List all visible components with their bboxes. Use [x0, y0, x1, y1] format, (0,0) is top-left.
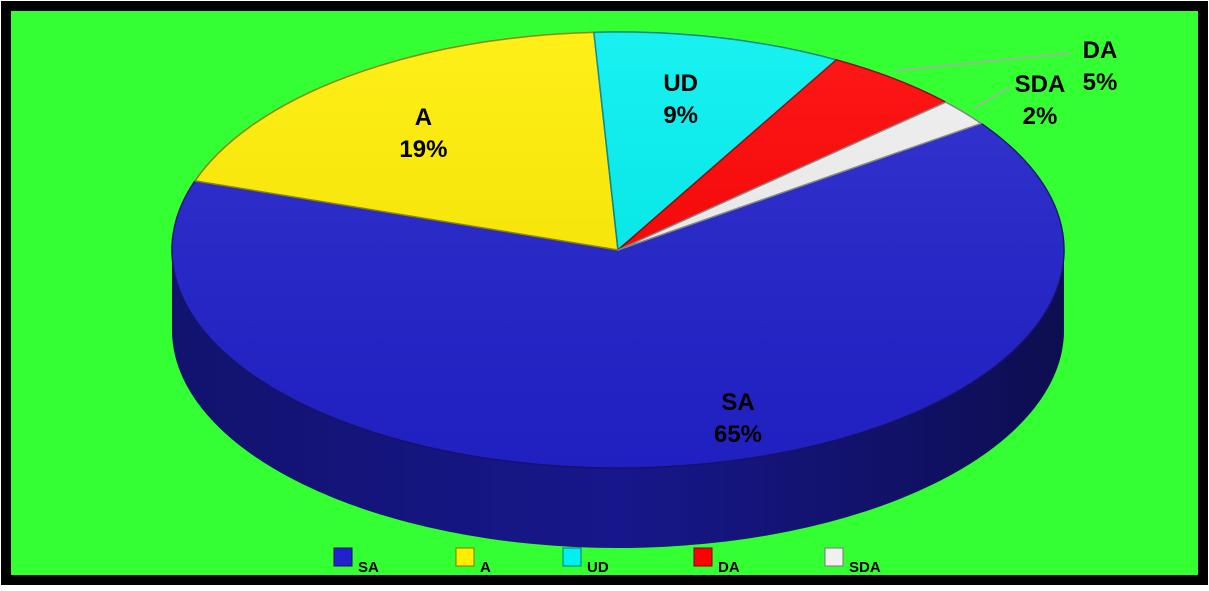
pie-top-gloss	[172, 32, 1064, 468]
slice-label-percent: 9%	[663, 102, 698, 129]
legend-swatch-ud	[562, 547, 582, 567]
legend-swatch-sda	[824, 547, 844, 567]
legend-swatch-da	[693, 547, 713, 567]
slice-label-percent: 2%	[1023, 103, 1058, 130]
legend-label-a: A	[480, 559, 491, 576]
slice-label-percent: 19%	[399, 136, 447, 163]
legend-label-da: DA	[718, 559, 740, 576]
slice-label-name: UD	[663, 70, 698, 97]
legend-swatch-a	[455, 547, 475, 567]
slice-labels: SA 65% A 19% UD 9% DA 5% SDA 2%	[399, 37, 1117, 448]
legend-label-ud: UD	[587, 559, 609, 576]
leader-line-da	[894, 52, 1071, 72]
legend-label-sa: SA	[358, 559, 379, 576]
pie-sides	[172, 250, 1064, 548]
slice-label-name: DA	[1083, 37, 1118, 64]
slice-side-shade	[172, 250, 1064, 548]
slice-label-name: SA	[721, 389, 754, 416]
slice-label-percent: 5%	[1083, 69, 1118, 96]
pie-tops	[171, 31, 1065, 469]
legend-swatch-sa	[333, 547, 353, 567]
legend: SA A UD DA SDA	[333, 547, 881, 576]
slice-label-name: SDA	[1015, 71, 1066, 98]
legend-label-sda: SDA	[849, 559, 881, 576]
slice-label-name: A	[415, 104, 432, 131]
slice-label-percent: 65%	[714, 421, 762, 448]
leader-line-sda	[973, 86, 1011, 110]
